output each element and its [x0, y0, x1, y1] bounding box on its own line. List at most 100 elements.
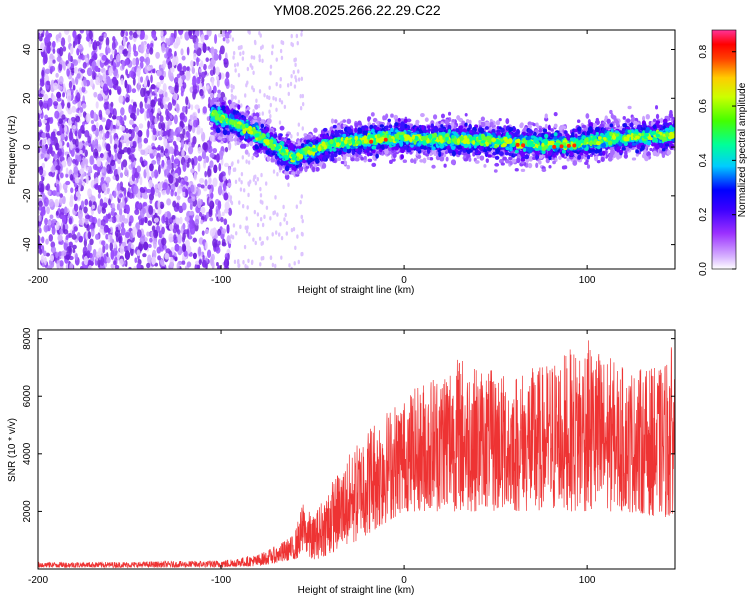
- ridge-cell: [279, 125, 285, 131]
- noise-cell: [116, 203, 120, 211]
- noise-cell: [180, 48, 184, 56]
- noise-cell: [280, 255, 283, 260]
- noise-cell: [296, 131, 299, 137]
- noise-cell: [41, 236, 45, 244]
- noise-cell: [215, 66, 220, 76]
- noise-cell: [247, 182, 251, 187]
- noise-cell: [166, 198, 172, 206]
- noise-cell: [49, 214, 54, 220]
- noise-cell: [94, 177, 99, 184]
- noise-cell: [292, 226, 296, 232]
- noise-cell: [158, 136, 163, 141]
- noise-cell: [77, 44, 83, 50]
- noise-cell: [204, 179, 208, 187]
- noise-cell: [189, 203, 193, 211]
- noise-cell: [232, 85, 235, 90]
- noise-cell: [124, 58, 129, 66]
- noise-cell: [200, 206, 206, 214]
- noise-cell: [70, 45, 74, 55]
- noise-cell: [97, 93, 103, 101]
- noise-cell: [41, 69, 45, 77]
- noise-cell: [276, 212, 279, 217]
- noise-cell: [137, 82, 140, 92]
- noise-cell: [240, 180, 243, 185]
- noise-cell: [217, 200, 222, 210]
- noise-cell: [52, 59, 56, 64]
- noise-cell: [270, 50, 274, 56]
- noise-cell: [184, 216, 190, 222]
- noise-cell: [238, 200, 241, 205]
- noise-cell: [252, 177, 256, 182]
- noise-cell: [150, 186, 155, 196]
- noise-cell: [163, 244, 167, 251]
- noise-cell: [134, 171, 139, 179]
- ridge-cell: [505, 159, 510, 164]
- noise-cell: [135, 57, 140, 67]
- noise-cell: [250, 260, 254, 266]
- noise-cell: [69, 174, 74, 181]
- noise-cell: [260, 172, 263, 178]
- noise-cell: [173, 234, 177, 240]
- noise-cell: [165, 115, 170, 121]
- noise-cell: [212, 227, 217, 233]
- noise-cell: [139, 176, 143, 186]
- noise-cell: [87, 135, 91, 144]
- noise-cell: [197, 146, 202, 154]
- noise-cell: [154, 192, 160, 197]
- noise-cell: [176, 195, 181, 201]
- noise-cell: [149, 163, 154, 172]
- noise-cell: [157, 191, 161, 198]
- noise-cell: [177, 233, 182, 244]
- noise-cell: [190, 225, 196, 235]
- noise-cell: [237, 72, 241, 78]
- noise-cell: [259, 186, 262, 192]
- noise-cell: [244, 225, 248, 230]
- noise-cell: [129, 119, 135, 126]
- ridge-cell: [450, 159, 456, 165]
- noise-cell: [290, 41, 293, 47]
- noise-cell: [89, 238, 94, 246]
- noise-cell: [132, 57, 137, 66]
- noise-cell: [278, 232, 281, 237]
- noise-cell: [149, 47, 154, 55]
- noise-cell: [146, 65, 152, 71]
- noise-cell: [65, 173, 69, 178]
- ridge-cell: [645, 113, 650, 120]
- noise-cell: [283, 104, 287, 110]
- noise-cell: [230, 200, 234, 206]
- noise-cell: [130, 244, 135, 249]
- noise-cell: [45, 238, 49, 245]
- noise-cell: [233, 259, 237, 265]
- noise-cell: [186, 46, 190, 56]
- ridge-cell: [431, 164, 436, 169]
- ridge-cell: [413, 159, 417, 164]
- noise-cell: [197, 155, 203, 162]
- noise-cell: [105, 36, 110, 47]
- noise-cell: [253, 209, 257, 215]
- noise-cell: [186, 66, 190, 72]
- noise-cell: [182, 244, 187, 252]
- noise-cell: [58, 37, 62, 42]
- noise-cell: [59, 125, 63, 135]
- noise-cell: [95, 40, 100, 47]
- noise-cell: [269, 216, 272, 221]
- noise-cell: [68, 232, 73, 238]
- noise-cell: [118, 236, 122, 244]
- noise-cell: [279, 48, 283, 54]
- noise-cell: [136, 30, 141, 36]
- noise-cell: [215, 75, 220, 81]
- noise-cell: [122, 199, 125, 207]
- noise-cell: [171, 215, 176, 220]
- noise-cell: [190, 184, 195, 193]
- noise-cell: [89, 30, 93, 40]
- noise-cell: [297, 77, 301, 82]
- noise-cell: [195, 37, 199, 44]
- noise-cell: [272, 96, 275, 101]
- noise-cell: [105, 233, 109, 240]
- noise-cell: [148, 205, 154, 215]
- noise-cell: [202, 106, 207, 114]
- noise-cell: [66, 254, 71, 260]
- noise-cell: [176, 73, 181, 79]
- noise-cell: [213, 164, 218, 174]
- noise-cell: [300, 214, 303, 220]
